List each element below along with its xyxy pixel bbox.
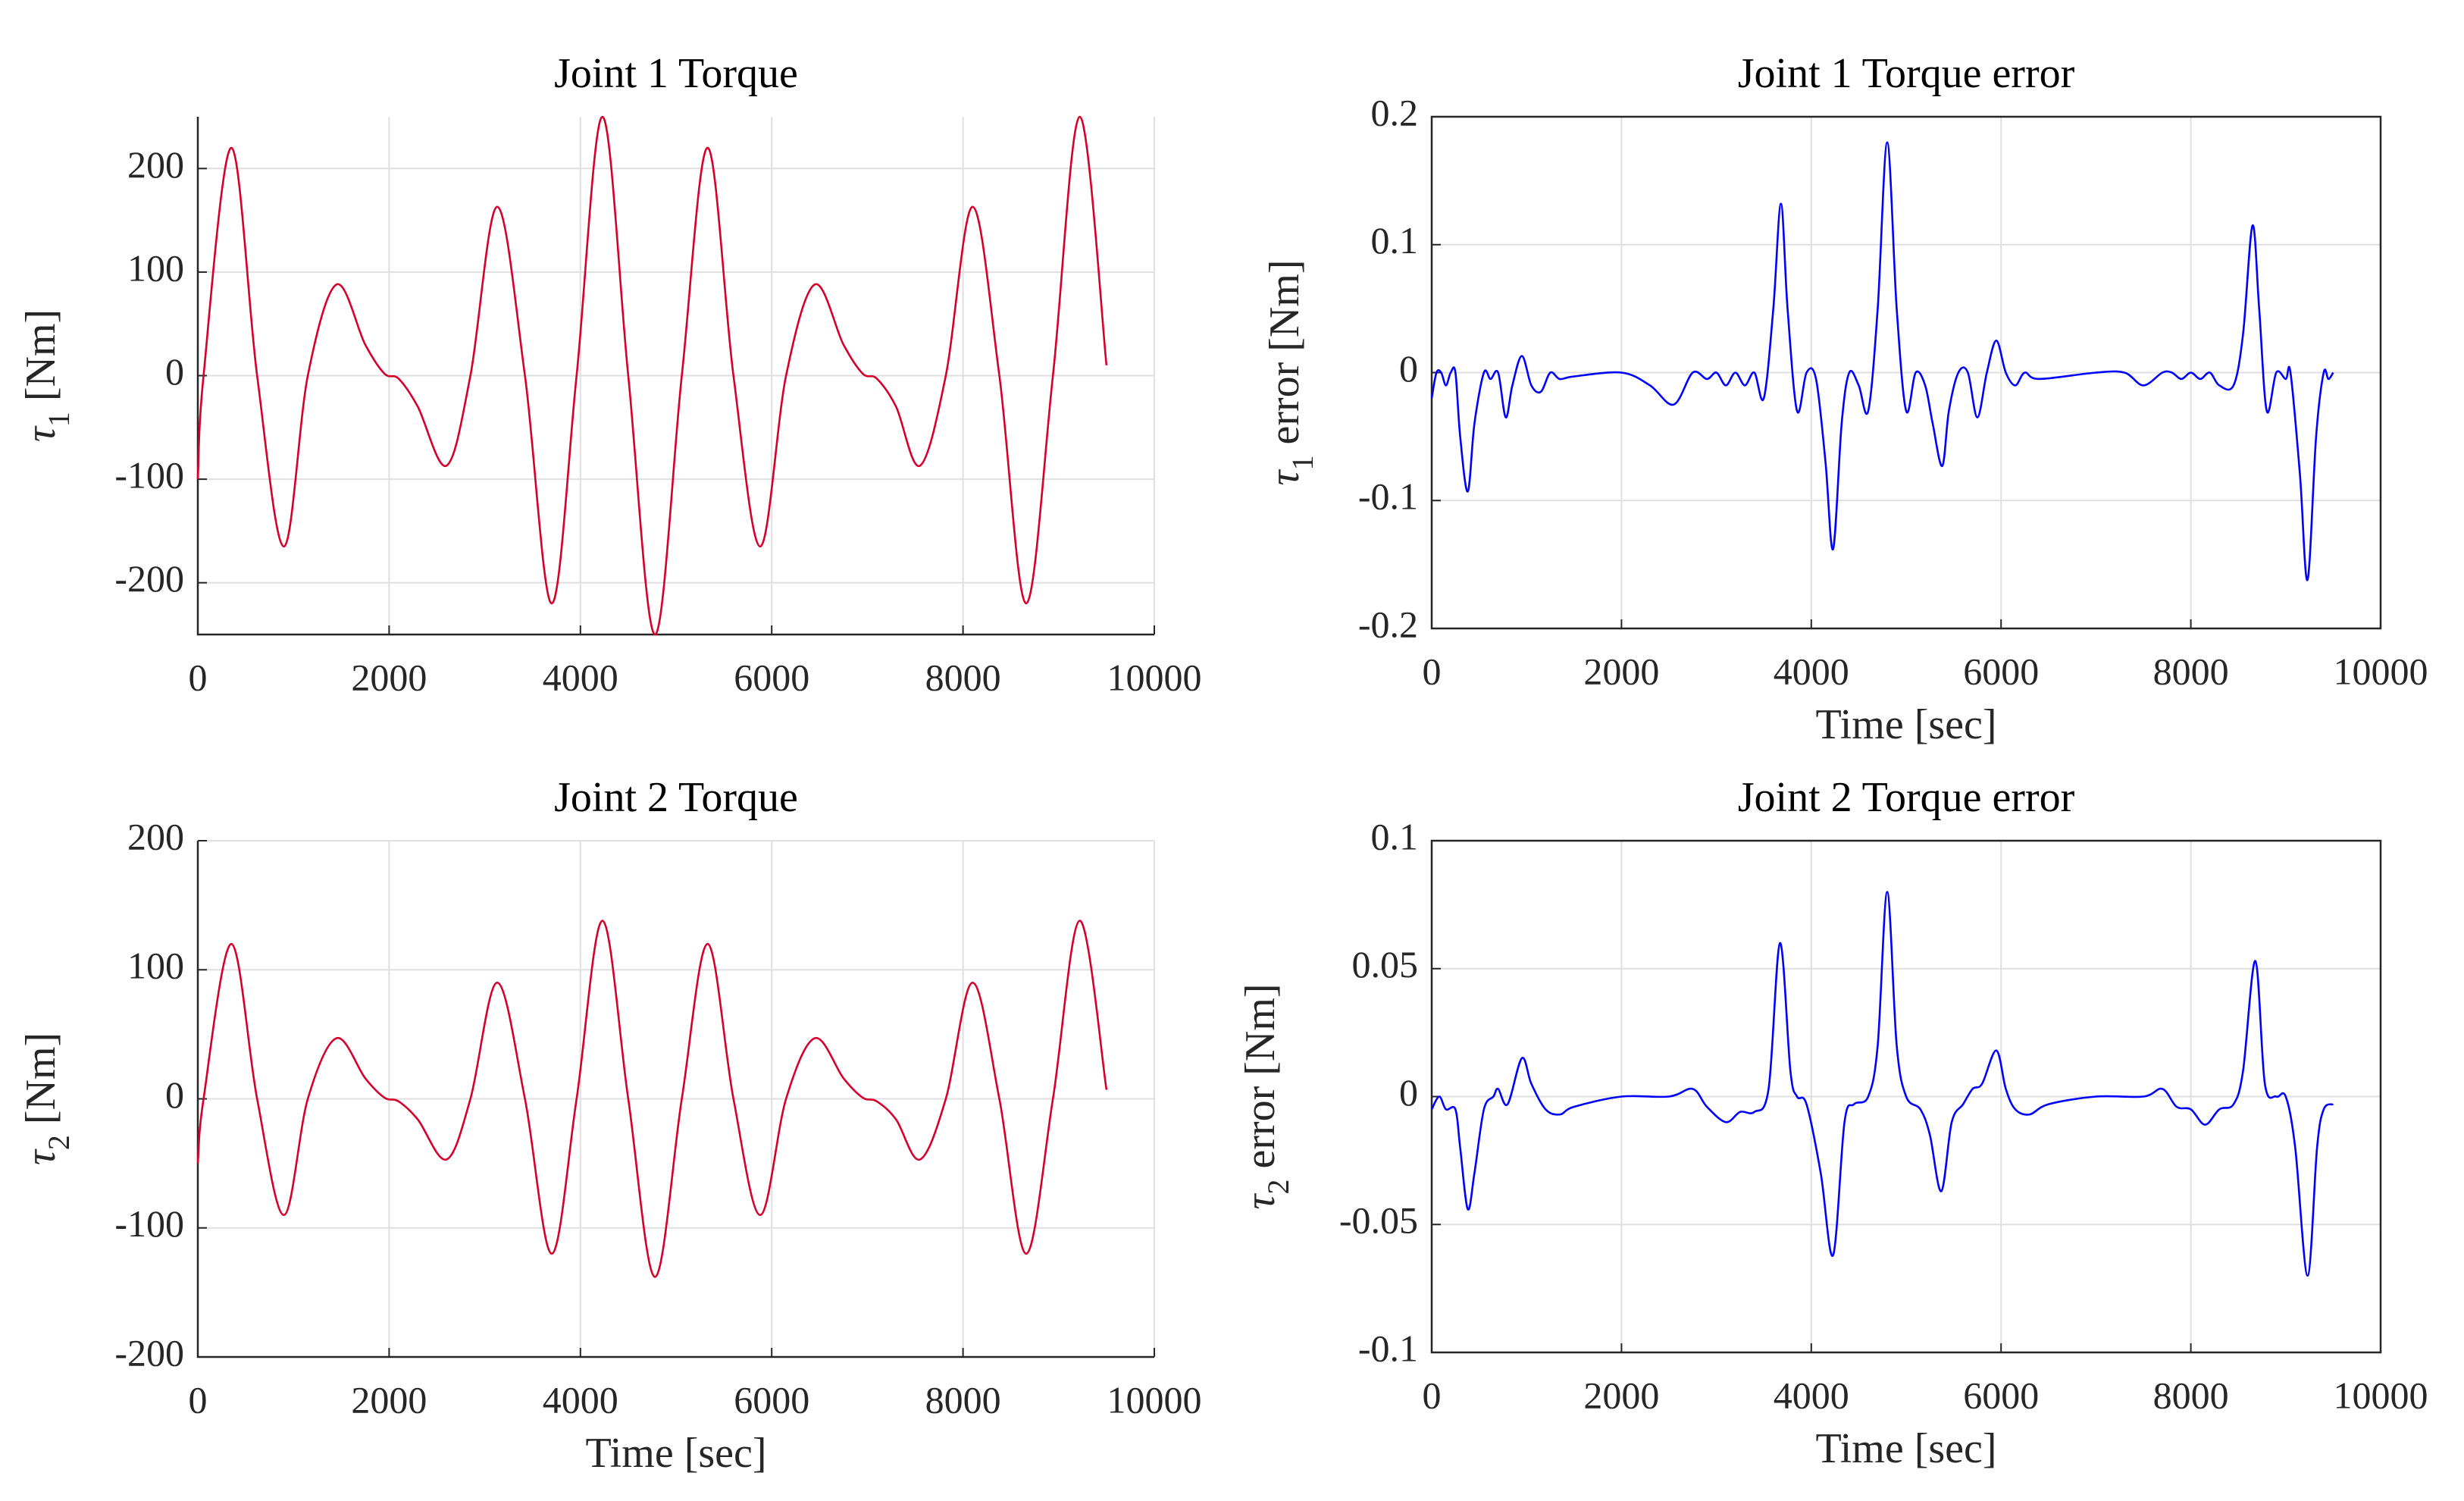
y-label-symbol: τ [17, 425, 64, 442]
data-line [1430, 141, 2334, 581]
x-tick-label: 0 [1423, 1374, 1442, 1416]
subplot: 0 2000 4000 6000 8000 10000 -200 -100 0 100 200 Joi… [17, 50, 1202, 699]
y-tick-label: -100 [114, 1202, 184, 1245]
y-label-text: [Nm] [17, 309, 64, 412]
x-tick-label: 10000 [2334, 1374, 2428, 1416]
y-label-subscript: 2 [42, 1135, 76, 1150]
y-label-symbol: τ [1261, 469, 1308, 486]
y-tick-label: 0.05 [1352, 943, 1419, 986]
x-tick-label: 2000 [1583, 1374, 1659, 1416]
y-tick-label: 0.1 [1371, 815, 1419, 857]
x-tick-label: 2000 [1583, 650, 1659, 692]
y-axis-label: τ1 error [Nm] [1261, 259, 1320, 485]
chart-title: Joint 1 Torque [554, 50, 798, 97]
y-label-symbol: τ [1237, 1193, 1284, 1210]
x-tick-label: 6000 [1963, 650, 2039, 692]
subplot: 0 2000 4000 6000 8000 10000 -200 -100 0 100 200 Joi… [17, 774, 1202, 1477]
y-label-subscript: 1 [1285, 456, 1320, 471]
data-line [196, 920, 1108, 1278]
y-tick-label: 100 [127, 945, 184, 987]
x-tick-label: 4000 [1774, 1374, 1849, 1416]
x-tick-label: 8000 [2153, 650, 2229, 692]
x-tick-label: 6000 [734, 656, 809, 698]
y-tick-label: 200 [127, 143, 184, 186]
x-tick-label: 2000 [351, 656, 427, 698]
x-tick-label: 4000 [543, 1378, 618, 1421]
x-tick-label: 0 [189, 1378, 208, 1421]
y-label-subscript: 1 [42, 412, 76, 427]
y-tick-label: 0.1 [1371, 219, 1419, 262]
y-tick-label: 100 [127, 246, 184, 289]
y-axis-label: τ2 error [Nm] [1237, 983, 1295, 1209]
y-axis-label: τ1 [Nm] [17, 309, 76, 442]
y-tick-label: -0.05 [1339, 1199, 1418, 1242]
y-tick-label: -200 [114, 557, 184, 600]
x-tick-label: 10000 [1107, 656, 1202, 698]
y-label-text: error [Nm] [1261, 259, 1308, 455]
chart-title: Joint 1 Torque error [1738, 50, 2075, 97]
chart-title: Joint 2 Torque [554, 774, 798, 821]
x-tick-label: 6000 [1963, 1374, 2039, 1416]
y-label-subscript: 2 [1261, 1180, 1295, 1195]
x-axis-label: Time [sec] [1815, 701, 1996, 748]
x-tick-label: 6000 [734, 1378, 809, 1421]
axes [1430, 115, 2382, 630]
x-tick-label: 4000 [543, 656, 618, 698]
x-tick-label: 4000 [1774, 650, 1849, 692]
y-tick-label: 200 [127, 815, 184, 857]
y-tick-label: -0.1 [1358, 1327, 1418, 1369]
x-tick-label: 8000 [2153, 1374, 2229, 1416]
x-tick-label: 0 [1423, 650, 1442, 692]
axes [196, 117, 1154, 636]
y-tick-label: -200 [114, 1331, 184, 1374]
subplot: 0 2000 4000 6000 8000 10000 -0.1 -0.05 0 0.05 0.1 J… [1237, 774, 2428, 1472]
y-tick-label: -0.1 [1358, 475, 1418, 518]
x-tick-label: 8000 [925, 656, 1001, 698]
subplot: 0 2000 4000 6000 8000 10000 -0.2 -0.1 0 0.1 0.2 Joi… [1261, 50, 2428, 748]
y-tick-label: 0 [165, 350, 184, 393]
y-tick-label: 0 [1399, 347, 1418, 390]
y-tick-label: 0.2 [1371, 91, 1419, 133]
x-axis-label: Time [sec] [1815, 1425, 1996, 1472]
y-tick-label: 0 [165, 1073, 184, 1116]
y-label-text: [Nm] [17, 1033, 64, 1135]
y-label-text: error [Nm] [1237, 983, 1284, 1179]
x-tick-label: 0 [189, 656, 208, 698]
x-tick-label: 2000 [351, 1378, 427, 1421]
y-label-symbol: τ [17, 1148, 64, 1165]
data-line [196, 115, 1108, 636]
x-tick-label: 8000 [925, 1378, 1001, 1421]
y-axis-label: τ2 [Nm] [17, 1033, 76, 1165]
x-tick-label: 10000 [2334, 650, 2428, 692]
x-tick-label: 10000 [1107, 1378, 1202, 1421]
y-tick-label: 0 [1399, 1071, 1418, 1114]
y-tick-label: -0.2 [1358, 603, 1418, 645]
chart-title: Joint 2 Torque error [1738, 774, 2075, 821]
y-tick-label: -100 [114, 454, 184, 497]
data-line [1430, 891, 2334, 1277]
axes [1430, 839, 2382, 1354]
x-axis-label: Time [sec] [585, 1430, 766, 1477]
axes [196, 841, 1154, 1358]
